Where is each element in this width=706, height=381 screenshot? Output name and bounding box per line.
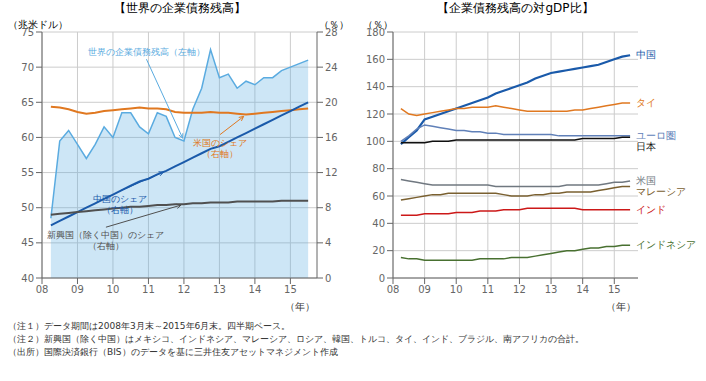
svg-text:60: 60 — [21, 132, 34, 143]
svg-text:日本: 日本 — [636, 141, 656, 152]
svg-text:世界の企業債務残高（左軸）: 世界の企業債務残高（左軸） — [88, 47, 205, 57]
svg-text:14: 14 — [576, 284, 589, 295]
svg-text:80: 80 — [372, 163, 385, 174]
svg-text:60: 60 — [372, 191, 385, 202]
svg-text:40: 40 — [21, 273, 34, 284]
svg-text:マレーシア: マレーシア — [636, 186, 686, 197]
svg-text:14: 14 — [249, 284, 262, 295]
svg-text:120: 120 — [366, 109, 385, 120]
svg-text:新興国（除く中国）のシェア（右軸）: 新興国（除く中国）のシェア（右軸） — [47, 230, 164, 251]
svg-text:4: 4 — [325, 237, 331, 248]
svg-text:中国: 中国 — [636, 49, 656, 60]
svg-text:70: 70 — [21, 62, 34, 73]
svg-text:65: 65 — [21, 97, 34, 108]
svg-text:09: 09 — [418, 284, 431, 295]
svg-text:8: 8 — [325, 202, 331, 213]
html-text:（兆米ドル）: （兆米ドル） — [8, 19, 68, 30]
svg-text:45: 45 — [21, 237, 34, 248]
svg-text:13: 13 — [213, 284, 226, 295]
html-text:（注２）新興国（除く中国）はメキシコ、インドネシア、マレーシ: （注２）新興国（除く中国）はメキシコ、インドネシア、マレーシア、ロシア、韓国、ト… — [8, 334, 584, 344]
svg-text:10: 10 — [107, 284, 120, 295]
svg-text:11: 11 — [142, 284, 155, 295]
svg-text:180: 180 — [366, 27, 385, 38]
svg-text:（年）: （年） — [606, 301, 636, 312]
svg-text:75: 75 — [21, 27, 34, 38]
html-text:（注１）データ期間は2008年3月末～2015年6月末。四半: （注１）データ期間は2008年3月末～2015年6月末。四半期ベース。 — [8, 321, 291, 331]
svg-text:0: 0 — [325, 273, 331, 284]
svg-text:08: 08 — [36, 284, 49, 295]
svg-text:11: 11 — [481, 284, 494, 295]
svg-text:タイ: タイ — [636, 97, 656, 108]
svg-text:15: 15 — [284, 284, 297, 295]
svg-text:08: 08 — [387, 284, 400, 295]
svg-text:12: 12 — [178, 284, 191, 295]
svg-text:ユーロ圏: ユーロ圏 — [636, 130, 676, 141]
svg-text:160: 160 — [366, 54, 385, 65]
svg-text:米国のシェア（右軸）: 米国のシェア（右軸） — [193, 138, 247, 159]
svg-text:20: 20 — [325, 97, 338, 108]
svg-text:12: 12 — [325, 167, 338, 178]
svg-text:100: 100 — [366, 136, 385, 147]
svg-text:40: 40 — [372, 218, 385, 229]
svg-text:インドネシア: インドネシア — [636, 239, 696, 250]
svg-text:140: 140 — [366, 81, 385, 92]
svg-text:（年）: （年） — [285, 301, 315, 312]
svg-text:米国: 米国 — [636, 175, 656, 186]
svg-text:55: 55 — [21, 167, 34, 178]
svg-text:28: 28 — [325, 27, 338, 38]
svg-text:13: 13 — [545, 284, 558, 295]
svg-text:15: 15 — [608, 284, 621, 295]
html-text:（出所）国際決済銀行（BIS）のデータを基に三井住友アセット: （出所）国際決済銀行（BIS）のデータを基に三井住友アセットマネジメント作成 — [8, 347, 338, 357]
svg-text:20: 20 — [372, 245, 385, 256]
svg-text:24: 24 — [325, 62, 338, 73]
svg-text:50: 50 — [21, 202, 34, 213]
svg-text:0: 0 — [379, 273, 385, 284]
html-text:【世界の企業債務残高】: 【世界の企業債務残高】 — [113, 1, 246, 15]
svg-text:インド: インド — [636, 204, 666, 215]
svg-text:09: 09 — [71, 284, 84, 295]
svg-text:16: 16 — [325, 132, 338, 143]
html-text:【企業債務残高の対gDP比】: 【企業債務残高の対gDP比】 — [437, 1, 594, 15]
svg-text:10: 10 — [450, 284, 463, 295]
svg-text:中国のシェア（右軸）: 中国のシェア（右軸） — [93, 194, 147, 215]
svg-text:12: 12 — [513, 284, 526, 295]
